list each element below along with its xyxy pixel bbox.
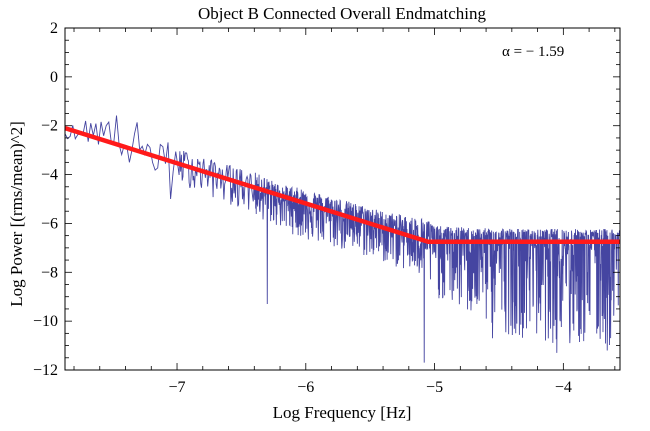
fit-line xyxy=(64,126,620,244)
y-tick-label: −4 xyxy=(41,167,58,184)
x-tick-label: −4 xyxy=(555,379,572,396)
x-tick-label: −7 xyxy=(169,379,186,396)
y-tick-label: −6 xyxy=(41,215,58,232)
axes-frame xyxy=(64,27,621,371)
plot-area xyxy=(64,115,621,363)
y-tick-label: 0 xyxy=(50,69,58,86)
x-tick-label: −5 xyxy=(426,379,443,396)
y-tick-label: −12 xyxy=(33,362,58,379)
tick-labels: −7 −6 −5 −4 −12 −10 −8 −6 −4 −2 0 2 xyxy=(33,20,572,396)
y-axis-label: Log Power [(rms/mean)^2] xyxy=(7,121,26,306)
chart-title: Object B Connected Overall Endmatching xyxy=(198,4,486,23)
x-tick-label: −6 xyxy=(297,379,314,396)
y-tick-label: −8 xyxy=(41,264,58,281)
y-tick-label: −2 xyxy=(41,118,58,135)
power-spectrum-line xyxy=(64,115,621,363)
y-tick-label: −10 xyxy=(33,313,58,330)
alpha-annotation: α = − 1.59 xyxy=(502,44,564,60)
x-axis-label: Log Frequency [Hz] xyxy=(273,403,412,422)
y-tick-label: 2 xyxy=(50,20,58,37)
